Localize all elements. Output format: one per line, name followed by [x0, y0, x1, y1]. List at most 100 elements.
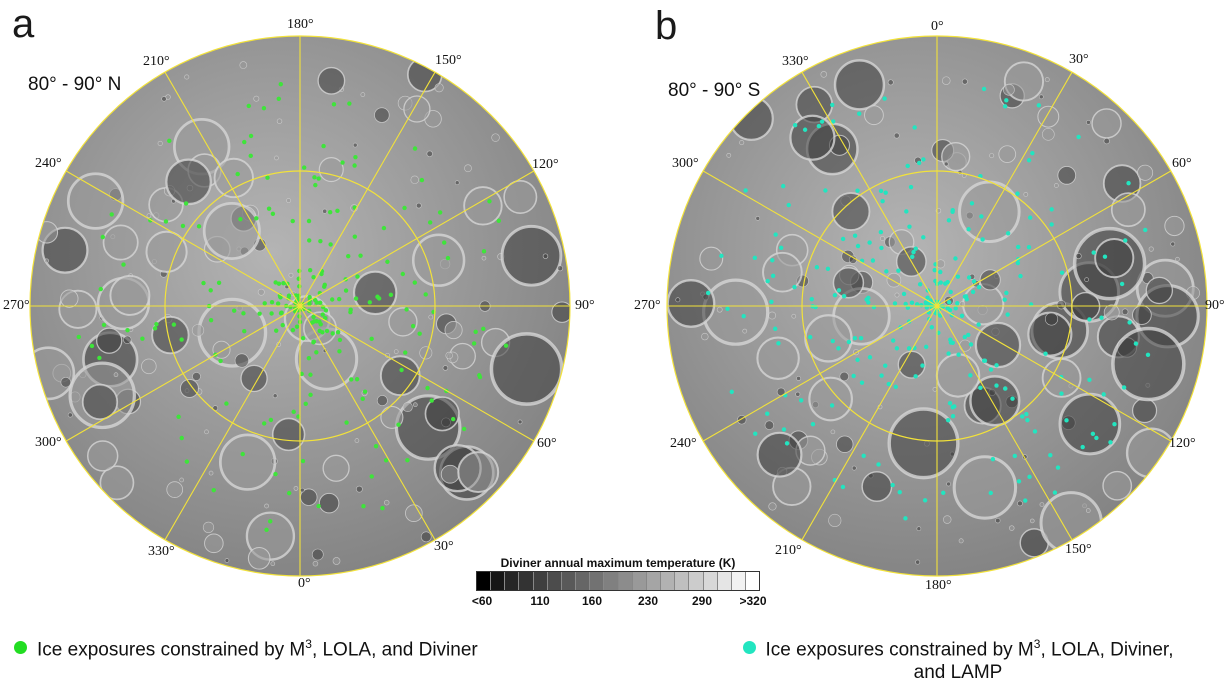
- crater: [1132, 305, 1152, 325]
- longitude-label: 90°: [575, 298, 595, 313]
- ice-exposure-dot: [725, 306, 730, 311]
- crater: [995, 517, 1001, 524]
- crater: [952, 455, 1018, 520]
- ice-exposure-dot: [235, 171, 240, 177]
- crater: [434, 83, 444, 93]
- longitude-label: 240°: [35, 156, 62, 171]
- ice-exposure-dot: [330, 331, 335, 336]
- ice-exposure-dot: [1018, 273, 1023, 279]
- ice-exposure-dot: [741, 313, 746, 319]
- crater: [424, 396, 460, 432]
- ice-exposure-dot: [890, 338, 896, 343]
- ice-exposure-dot: [337, 337, 343, 343]
- ice-exposure-dot: [798, 398, 804, 403]
- colorbar-swatch: [646, 572, 662, 590]
- ice-exposure-dot: [1091, 250, 1096, 255]
- ice-exposure-dot: [309, 320, 315, 325]
- crater: [1044, 312, 1059, 326]
- crater: [66, 172, 125, 230]
- crater: [491, 133, 500, 142]
- ice-exposure-dot: [473, 329, 478, 334]
- ice-exposure-dot: [257, 311, 262, 316]
- crater: [318, 492, 340, 514]
- longitude-label: 210°: [143, 54, 170, 69]
- ice-exposure-dot: [405, 457, 410, 463]
- crater: [1044, 77, 1050, 83]
- crater: [943, 161, 949, 167]
- ice-exposure-dot: [978, 385, 983, 391]
- crater: [67, 412, 73, 418]
- crater: [322, 208, 328, 214]
- ice-exposure-dot: [331, 102, 337, 107]
- crater: [1009, 525, 1015, 531]
- crater: [239, 61, 248, 69]
- crater: [916, 526, 922, 532]
- ice-exposure-dot: [1005, 231, 1011, 236]
- ice-exposure-dot: [1016, 479, 1022, 484]
- crater: [208, 470, 214, 476]
- ice-exposure-dot: [1048, 452, 1053, 458]
- crater: [264, 503, 269, 509]
- crater: [726, 152, 732, 158]
- ice-exposure-dot: [945, 305, 950, 311]
- ice-exposure-dot: [921, 235, 926, 240]
- crater: [293, 486, 299, 491]
- ice-exposure-dot: [831, 119, 836, 124]
- ice-exposure-dot: [280, 322, 285, 328]
- ice-exposure-dot: [1090, 431, 1096, 437]
- colorbar-tick: 230: [637, 594, 659, 608]
- north-map-terrain: [30, 56, 570, 570]
- crater: [202, 201, 261, 260]
- ice-exposure-dot: [919, 303, 924, 308]
- crater: [1086, 120, 1091, 125]
- ice-exposure-dot: [920, 363, 925, 368]
- ice-exposure-dot: [1126, 180, 1131, 186]
- crater: [179, 378, 199, 398]
- ice-exposure-dot: [297, 314, 302, 319]
- ice-exposure-dot: [705, 290, 711, 296]
- ice-exposure-dot: [807, 334, 813, 340]
- ice-exposure-dot: [852, 233, 858, 238]
- ice-exposure-dot: [423, 292, 428, 297]
- ice-exposure-dot: [1087, 317, 1092, 322]
- ice-exposure-dot: [337, 349, 342, 354]
- crater: [935, 353, 981, 398]
- ice-exposure-dot: [98, 286, 103, 292]
- ice-exposure-dot: [274, 328, 279, 333]
- ice-exposure-dot: [913, 374, 918, 379]
- ice-exposure-dot: [307, 267, 313, 273]
- ice-exposure-dot: [311, 314, 316, 320]
- longitude-label: 240°: [670, 436, 697, 451]
- crater: [454, 180, 460, 186]
- crater: [60, 289, 79, 308]
- ice-exposure-dot: [802, 127, 808, 132]
- ice-exposure-dot: [884, 269, 889, 274]
- ice-exposure-dot: [948, 337, 953, 342]
- ice-exposure-dot: [879, 245, 884, 251]
- ice-exposure-dot: [769, 299, 774, 305]
- crater: [941, 141, 971, 172]
- south-map-longitude-line: [801, 305, 938, 541]
- crater: [288, 272, 294, 278]
- ice-exposure-dot: [316, 503, 321, 509]
- colorbar-tick: <60: [471, 594, 493, 608]
- ice-exposure-dot: [781, 183, 786, 189]
- ice-exposure-dot: [248, 153, 253, 159]
- ice-exposure-dot: [273, 280, 278, 285]
- ice-exposure-dot: [179, 435, 184, 441]
- ice-exposure-dot: [1030, 151, 1035, 156]
- ice-exposure-dot: [320, 312, 325, 317]
- ice-exposure-dot: [912, 125, 917, 130]
- ice-exposure-dot: [916, 160, 922, 166]
- ice-exposure-dot: [946, 300, 952, 305]
- ice-exposure-dot: [870, 258, 876, 263]
- ice-exposure-dot: [268, 519, 273, 524]
- crater: [109, 274, 151, 316]
- ice-exposure-dot: [355, 274, 360, 279]
- legend-cyan-text: Ice exposures constrained by M: [765, 639, 1034, 661]
- ice-exposure-dot: [867, 355, 873, 360]
- crater: [240, 364, 268, 393]
- ice-exposure-dot: [1026, 158, 1032, 163]
- ice-exposure-dot: [814, 265, 820, 270]
- ice-exposure-dot: [328, 242, 333, 247]
